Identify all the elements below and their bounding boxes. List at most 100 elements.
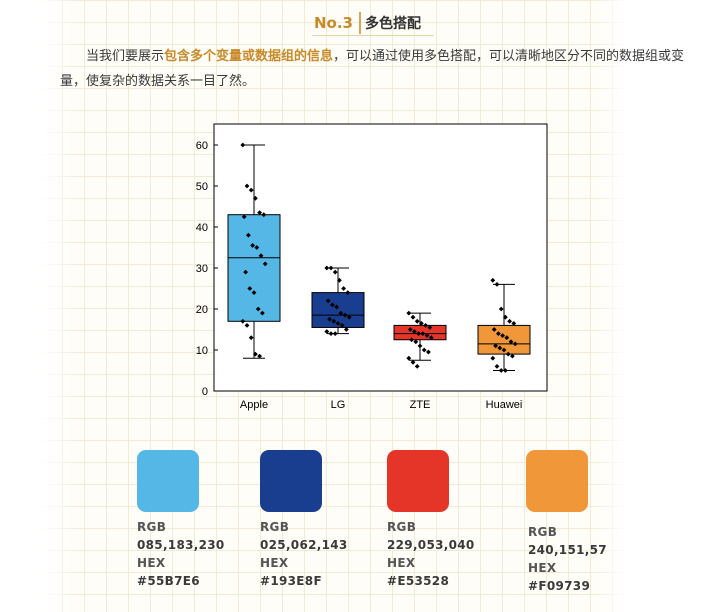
data-point bbox=[494, 364, 500, 369]
rgb-label: RGB bbox=[260, 520, 290, 534]
data-point bbox=[339, 323, 345, 328]
box-plot-chart: 0 10 20 30 40 50 60 Apple LG ZTE Huawei bbox=[196, 123, 548, 411]
color-info-orange: RGB 240,151,57 HEX #F09739 bbox=[528, 523, 607, 595]
swatch-red bbox=[387, 450, 449, 512]
data-point bbox=[417, 343, 423, 349]
data-point bbox=[240, 142, 246, 148]
data-point bbox=[510, 353, 515, 359]
background-fade-right bbox=[590, 0, 630, 612]
data-point bbox=[243, 269, 248, 275]
hex-label: HEX bbox=[387, 556, 416, 570]
data-point bbox=[331, 318, 337, 324]
intro-text-end: ，可以通过使用多色搭配，可以清晰地区分不同的数据组或变量，使复杂的数据关系一目了… bbox=[60, 49, 685, 89]
data-point bbox=[419, 320, 424, 326]
data-point bbox=[253, 351, 258, 357]
swatch-navy bbox=[260, 450, 322, 512]
data-point bbox=[341, 286, 346, 291]
intro-text-start: 当我们要展示 bbox=[86, 49, 165, 64]
hex-value: #55B7E6 bbox=[137, 574, 200, 588]
data-point bbox=[345, 290, 351, 295]
data-point bbox=[260, 310, 265, 316]
hex-value: #E53528 bbox=[387, 574, 450, 588]
data-point bbox=[257, 210, 262, 216]
data-point bbox=[414, 318, 420, 324]
data-point bbox=[328, 331, 334, 336]
rgb-label: RGB bbox=[137, 520, 167, 534]
data-point bbox=[493, 343, 498, 349]
data-point bbox=[334, 304, 339, 310]
data-point bbox=[346, 314, 352, 320]
box-apple bbox=[227, 214, 281, 322]
data-point bbox=[501, 347, 507, 353]
data-point bbox=[414, 364, 420, 369]
data-point bbox=[406, 355, 412, 361]
rgb-value: 025,062,143 bbox=[260, 538, 348, 552]
color-info-blue: RGB 085,183,230 HEX #55B7E6 bbox=[137, 518, 225, 590]
y-tick-label: 40 bbox=[196, 222, 208, 234]
data-point bbox=[241, 214, 247, 220]
data-point bbox=[338, 310, 344, 316]
color-info-navy: RGB 025,062,143 HEX #193E8F bbox=[260, 518, 348, 590]
data-point bbox=[496, 331, 501, 336]
swatch-blue bbox=[137, 450, 199, 512]
box-zte bbox=[393, 324, 447, 341]
data-point bbox=[254, 245, 260, 250]
data-point bbox=[503, 368, 508, 373]
y-tick-label: 30 bbox=[196, 263, 208, 275]
heading-divider bbox=[359, 12, 361, 34]
data-point bbox=[335, 320, 341, 326]
section-number: No.3 bbox=[314, 14, 353, 32]
rgb-label: RGB bbox=[387, 520, 417, 534]
data-point bbox=[490, 277, 496, 283]
y-tick-label: 20 bbox=[196, 304, 208, 316]
data-point bbox=[261, 212, 267, 218]
data-point bbox=[412, 329, 417, 334]
hex-label: HEX bbox=[528, 561, 557, 575]
data-point bbox=[344, 327, 349, 332]
rgb-value: 229,053,040 bbox=[387, 538, 475, 552]
y-axis: 0 10 20 30 40 50 60 bbox=[196, 140, 218, 398]
data-point bbox=[332, 331, 338, 336]
y-tick-label: 0 bbox=[202, 386, 208, 398]
x-tick-label: Huawei bbox=[486, 399, 523, 411]
heading-underline bbox=[312, 35, 434, 36]
data-point bbox=[262, 261, 268, 267]
background-fade-left bbox=[40, 0, 80, 612]
x-tick-label: LG bbox=[331, 399, 346, 411]
intro-highlight: 包含多个变量或数据组的信息 bbox=[164, 49, 334, 64]
color-info-red: RGB 229,053,040 HEX #E53528 bbox=[387, 518, 475, 590]
data-point bbox=[423, 323, 428, 328]
data-point bbox=[511, 320, 517, 326]
data-point bbox=[427, 325, 433, 330]
rgb-value: 240,151,57 bbox=[528, 543, 607, 557]
x-tick-label: ZTE bbox=[410, 399, 431, 411]
data-point bbox=[424, 333, 430, 339]
data-point bbox=[337, 277, 342, 283]
data-point bbox=[420, 331, 426, 336]
data-point bbox=[504, 335, 510, 341]
data-point bbox=[416, 331, 421, 336]
data-point bbox=[244, 323, 250, 328]
swatch-orange bbox=[526, 450, 588, 512]
data-point bbox=[409, 337, 414, 343]
hex-value: #F09739 bbox=[528, 579, 591, 593]
data-point bbox=[494, 282, 500, 287]
data-point bbox=[512, 341, 518, 347]
data-point bbox=[490, 355, 496, 361]
y-tick-label: 10 bbox=[196, 345, 208, 357]
x-tick-label: Apple bbox=[240, 399, 268, 411]
data-point bbox=[503, 314, 508, 320]
data-point bbox=[406, 310, 412, 316]
data-point bbox=[508, 339, 514, 345]
y-tick-label: 60 bbox=[196, 140, 208, 152]
data-points bbox=[240, 142, 518, 373]
data-point bbox=[342, 312, 348, 318]
rgb-value: 085,183,230 bbox=[137, 538, 225, 552]
data-point bbox=[324, 329, 330, 334]
y-tick-label: 50 bbox=[196, 181, 208, 193]
data-point bbox=[253, 195, 258, 201]
data-point bbox=[330, 302, 335, 308]
data-point bbox=[426, 349, 431, 355]
data-point bbox=[497, 345, 503, 351]
section-title: 多色搭配 bbox=[365, 16, 421, 32]
